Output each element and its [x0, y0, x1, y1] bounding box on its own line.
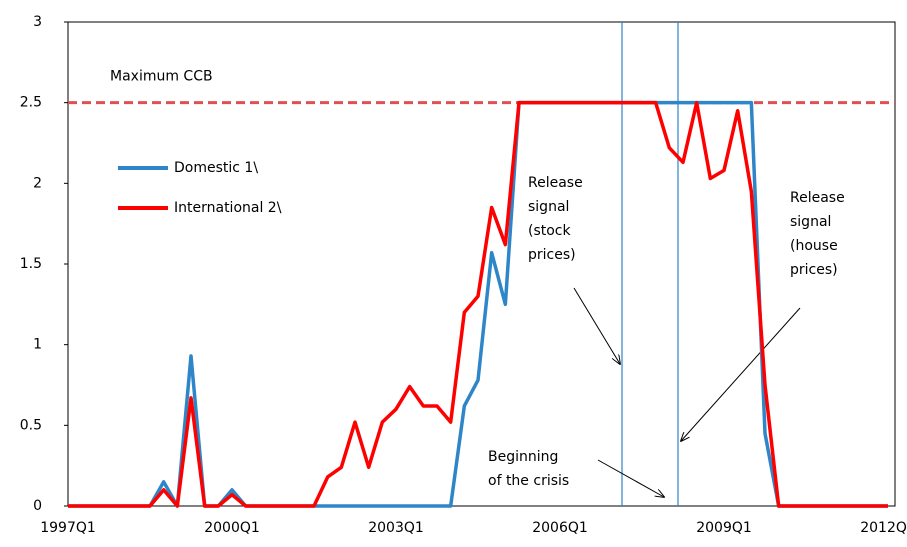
y-tick-label: 2: [33, 175, 42, 191]
annotation-text: of the crisis: [488, 473, 569, 489]
legend-label: International 2\: [174, 200, 282, 216]
annotation-text: prices): [528, 247, 576, 263]
annotation-text: signal: [528, 199, 569, 215]
x-tick-label: 2009Q1: [696, 520, 752, 536]
arrow: [681, 307, 801, 441]
x-tick-label: 2006Q1: [532, 520, 588, 536]
arrow: [597, 459, 664, 497]
y-tick-label: 0: [33, 498, 42, 514]
y-tick-label: 1.5: [20, 256, 42, 272]
annotation-text: prices): [790, 262, 838, 278]
x-tick-label: 2012Q1: [860, 520, 907, 536]
annotation-text: (house: [790, 238, 838, 254]
y-tick-label: 2.5: [20, 95, 42, 111]
annotation-text: Beginning: [488, 449, 558, 465]
reference-label: Maximum CCB: [110, 69, 213, 85]
arrow: [573, 287, 620, 364]
y-tick-label: 0.5: [20, 417, 42, 433]
annotation-text: signal: [790, 214, 831, 230]
annotation-text: (stock: [528, 223, 572, 239]
y-tick-label: 3: [33, 14, 42, 30]
x-tick-label: 2000Q1: [204, 520, 260, 536]
x-tick-label: 2003Q1: [368, 520, 424, 536]
x-tick-label: 1997Q1: [40, 520, 96, 536]
annotation-text: Release: [790, 190, 845, 206]
series-line: [68, 100, 888, 508]
y-tick-label: 1: [33, 337, 42, 353]
legend-label: Domestic 1\: [174, 160, 258, 176]
annotation-text: Release: [528, 175, 583, 191]
